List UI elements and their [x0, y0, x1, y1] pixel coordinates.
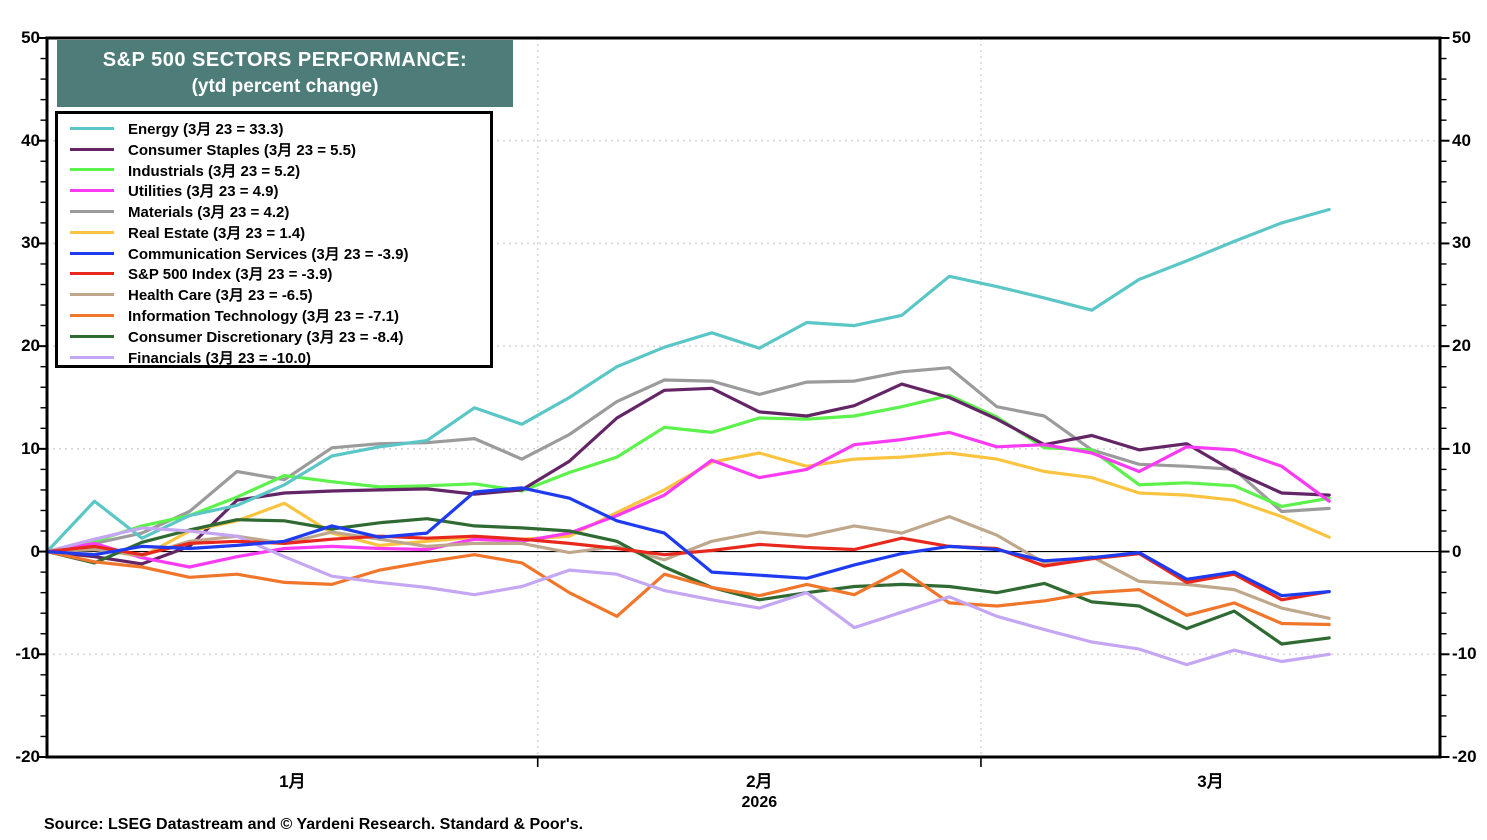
series-line-communication-services [45, 486, 1331, 598]
legend-label: Consumer Staples (3月 23 = 5.5) [128, 141, 357, 159]
legend-item: Communication Services (3月 23 = -3.9) [68, 243, 490, 264]
legend-item: Information Technology (3月 23 = -7.1) [68, 305, 490, 326]
legend-item: Materials (3月 23 = 4.2) [68, 201, 490, 222]
y-tick-label-right: 10 [1452, 438, 1471, 458]
legend-item: Real Estate (3月 23 = 1.4) [68, 222, 490, 243]
y-tick-label-right: 20 [1452, 336, 1471, 356]
legend-label: Information Technology (3月 23 = -7.1) [128, 308, 400, 326]
y-tick-label-left: 10 [21, 438, 40, 458]
legend-swatch [70, 272, 114, 276]
legend-swatch [70, 230, 114, 234]
legend-item: Consumer Staples (3月 23 = 5.5) [68, 139, 490, 160]
legend-label: Energy (3月 23 = 33.3) [128, 120, 284, 138]
legend-swatch [70, 210, 114, 214]
legend-label: Financials (3月 23 = -10.0) [128, 349, 311, 367]
legend-label: Consumer Discretionary (3月 23 = -8.4) [128, 328, 404, 346]
legend-label: Utilities (3月 23 = 4.9) [128, 183, 279, 201]
y-tick-label-left: 20 [21, 336, 40, 356]
x-tick-label: 1月 [279, 772, 306, 791]
legend-swatch [70, 293, 114, 297]
series-line-financials [45, 526, 1331, 667]
legend-label: Health Care (3月 23 = -6.5) [128, 287, 313, 305]
legend-item: Consumer Discretionary (3月 23 = -8.4) [68, 326, 490, 347]
series-line-energy [45, 207, 1331, 554]
series-line-information-technology [45, 549, 1331, 627]
x-tick-label: 3月 [1197, 772, 1224, 791]
legend-item: Financials (3月 23 = -10.0) [68, 347, 490, 368]
plot-border [45, 36, 1442, 759]
legend-swatch [70, 189, 114, 193]
legend: Energy (3月 23 = 33.3) Consumer Staples (3… [55, 111, 493, 368]
y-tick-label-right: -20 [1452, 747, 1477, 766]
legend-swatch [70, 334, 114, 338]
legend-swatch [70, 251, 114, 255]
series-line-consumer-discretionary [45, 517, 1331, 646]
y-tick-label-right: 0 [1452, 541, 1462, 561]
series-line-industrials [45, 393, 1331, 554]
legend-swatch [70, 168, 114, 172]
chart-title: S&P 500 SECTORS PERFORMANCE: [102, 49, 468, 71]
legend-label: Real Estate (3月 23 = 1.4) [128, 224, 306, 242]
x-tick-label: 2月 [746, 772, 773, 791]
source-note: Source: LSEG Datastream and © Yardeni Re… [44, 816, 584, 833]
legend-item: S&P 500 Index (3月 23 = -3.9) [68, 264, 490, 285]
chart-title-box: S&P 500 SECTORS PERFORMANCE: (ytd percen… [57, 40, 513, 107]
y-tick-label-right: 50 [1452, 28, 1471, 47]
legend-item: Utilities (3月 23 = 4.9) [68, 180, 490, 201]
series-line-materials [45, 366, 1331, 554]
legend-swatch [70, 126, 114, 130]
y-tick-label-left: 0 [30, 541, 40, 561]
chart-subtitle: (ytd percent change) [191, 76, 379, 97]
legend-swatch [70, 314, 114, 318]
legend-swatch [70, 355, 114, 359]
y-tick-label-right: 40 [1452, 130, 1471, 150]
legend-item: Industrials (3月 23 = 5.2) [68, 160, 490, 181]
y-tick-label-left: 30 [21, 233, 40, 253]
legend-item: Health Care (3月 23 = -6.5) [68, 284, 490, 305]
legend-label: Communication Services (3月 23 = -3.9) [128, 245, 409, 263]
legend-label: S&P 500 Index (3月 23 = -3.9) [128, 266, 333, 284]
y-tick-label-right: 30 [1452, 233, 1471, 253]
plot-area [37, 36, 1450, 767]
legend-swatch [70, 147, 114, 151]
y-tick-label-left: 50 [21, 28, 40, 47]
series-line-health-care [45, 515, 1331, 620]
y-tick-label-left: -20 [15, 747, 40, 766]
y-tick-label-left: 40 [21, 130, 40, 150]
y-tick-label-right: -10 [1452, 644, 1477, 664]
legend-label: Industrials (3月 23 = 5.2) [128, 162, 301, 180]
y-tick-label-left: -10 [15, 644, 40, 664]
legend-item: Energy (3月 23 = 33.3) [68, 118, 490, 139]
x-axis-year-label: 2026 [741, 794, 778, 811]
series-line-utilities [45, 430, 1331, 569]
legend-label: Materials (3月 23 = 4.2) [128, 204, 290, 222]
